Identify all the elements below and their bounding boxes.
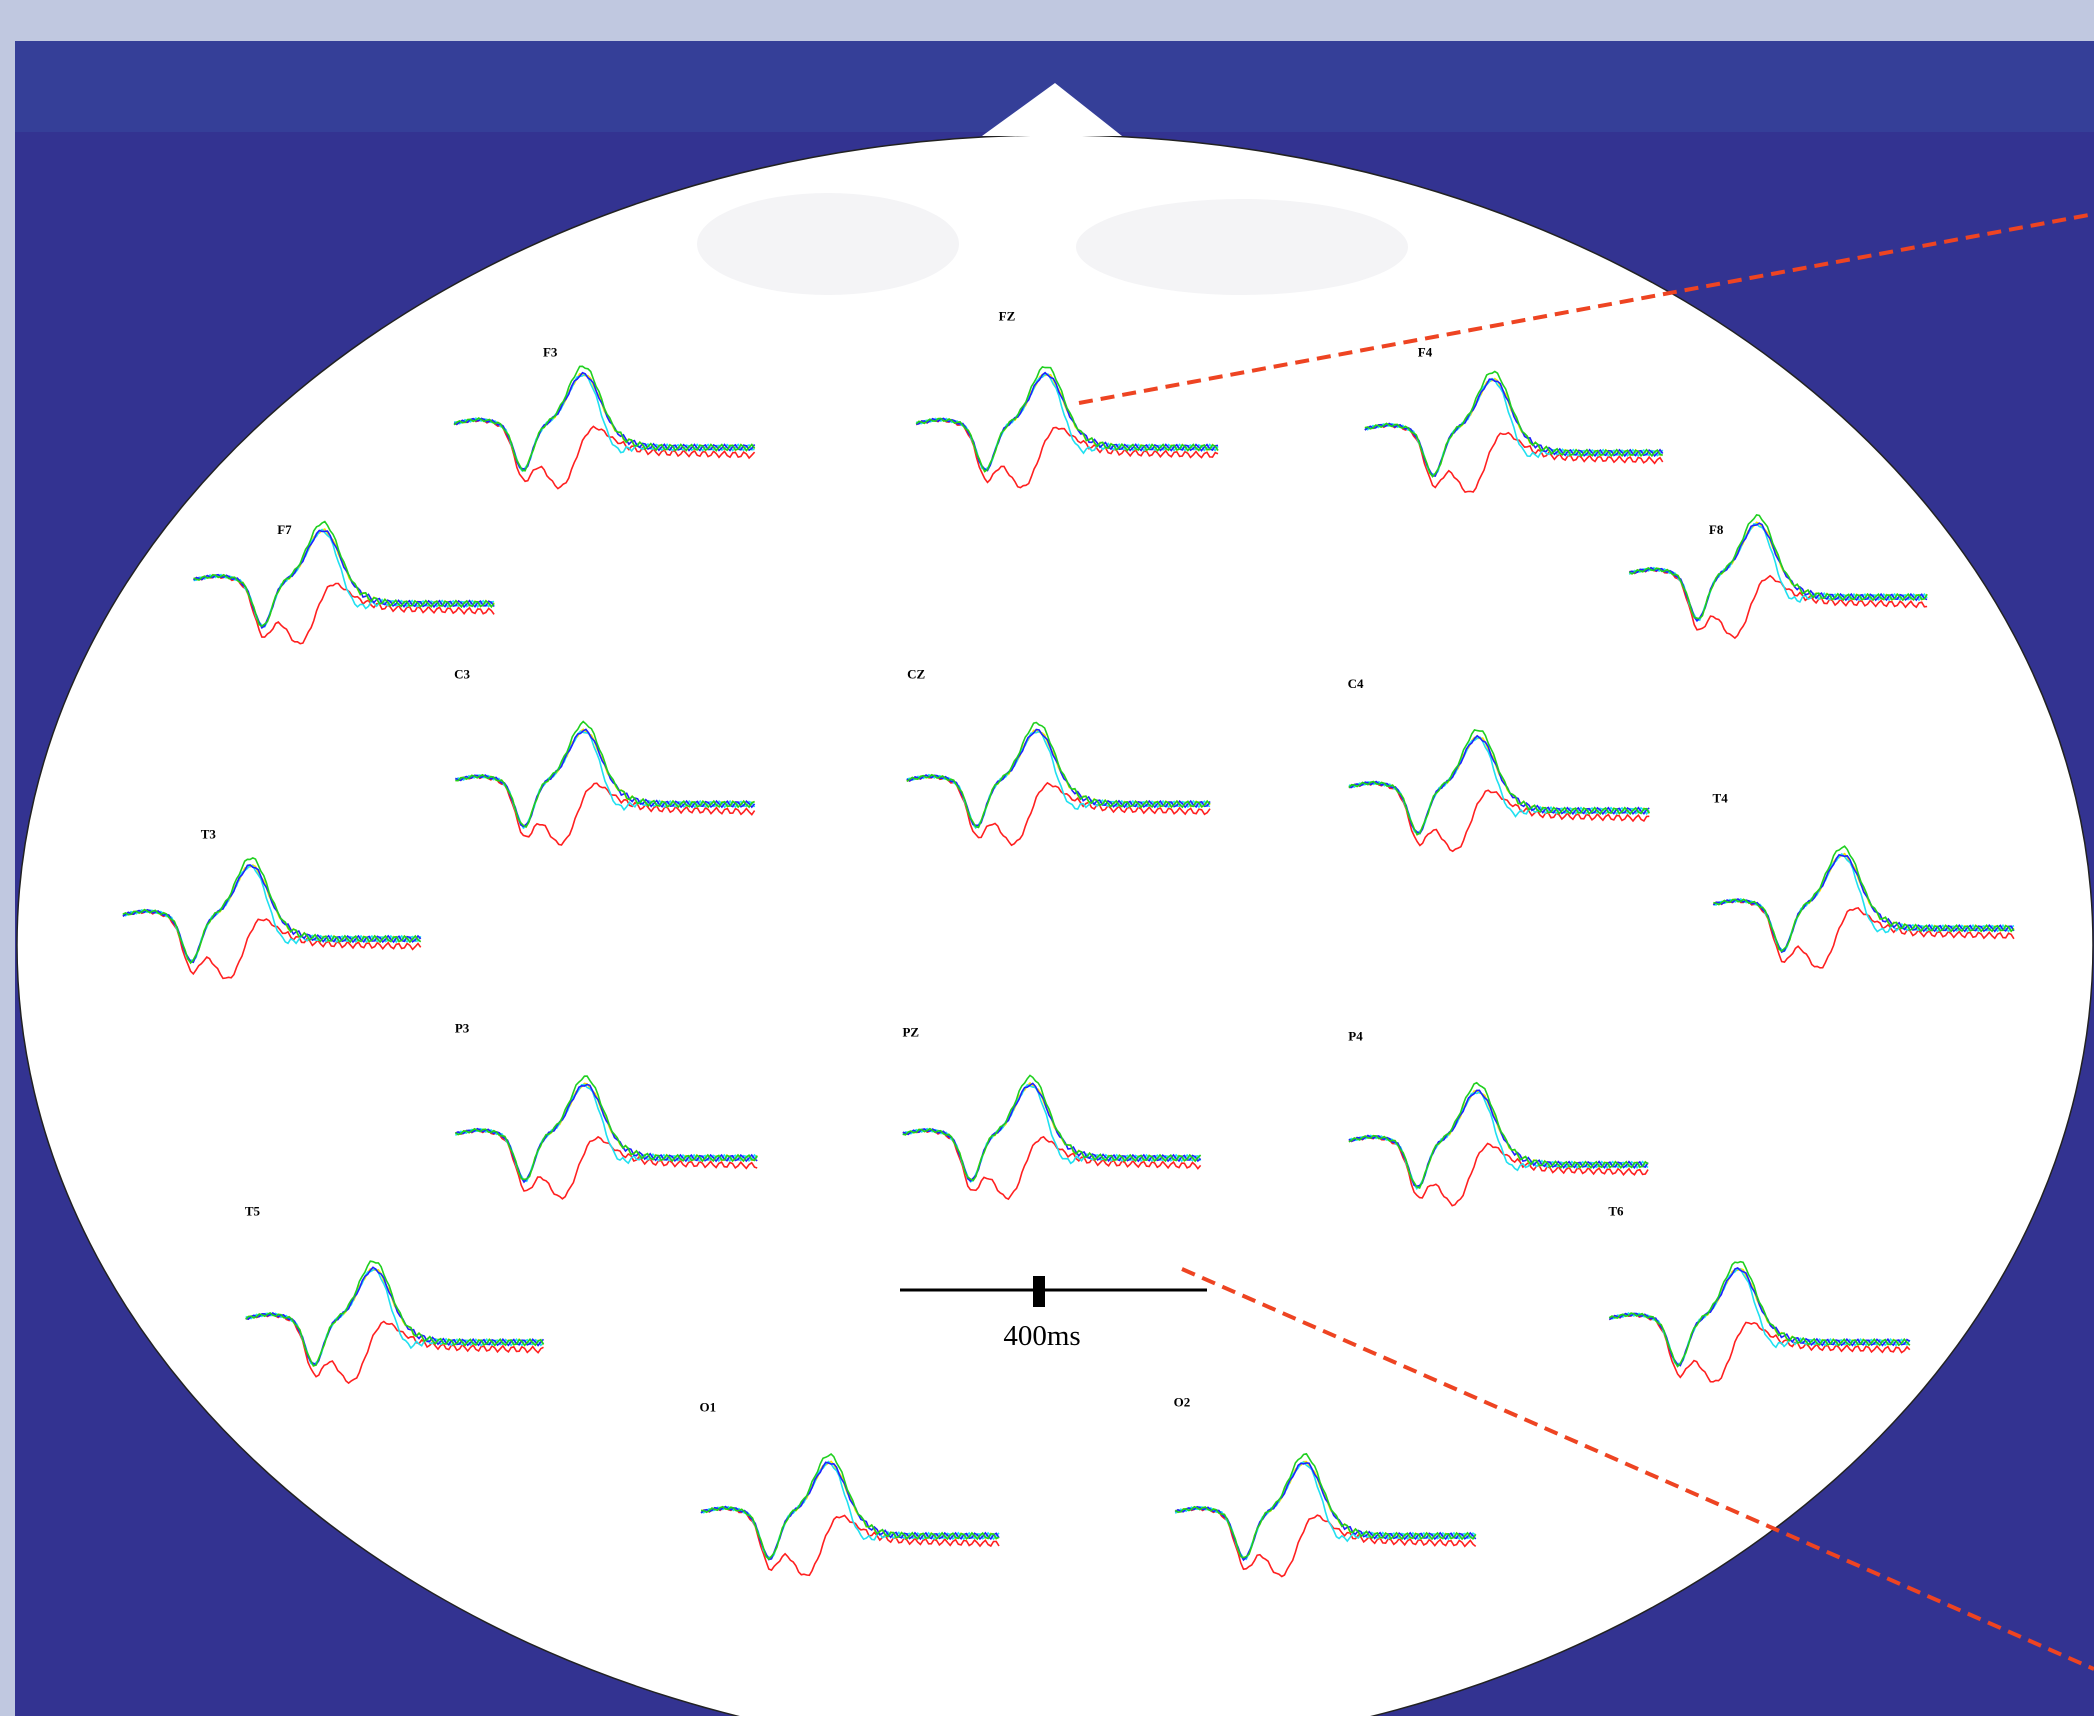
electrode-label: F3 <box>543 345 558 360</box>
electrode-label: P4 <box>1348 1028 1363 1043</box>
electrode-label: O1 <box>700 1400 717 1415</box>
eye <box>697 193 959 295</box>
electrode-label: CZ <box>907 666 925 681</box>
electrode-label: F4 <box>1418 345 1433 360</box>
electrode-label: C4 <box>1348 676 1364 691</box>
electrode-label: F7 <box>277 522 292 537</box>
electrode-label: O2 <box>1174 1394 1191 1409</box>
scale-bar-marker <box>1033 1276 1045 1307</box>
eye <box>1076 199 1408 295</box>
electrode-label: T4 <box>1713 791 1729 806</box>
electrode-label: FZ <box>999 309 1016 324</box>
electrode-label: F8 <box>1709 522 1724 537</box>
head <box>17 135 2093 1716</box>
electrode-label: C3 <box>454 666 470 681</box>
electrode-label: P3 <box>455 1020 470 1035</box>
electrode-label: T3 <box>201 827 217 842</box>
electrode-label: PZ <box>902 1024 919 1039</box>
electrode-label: T6 <box>1608 1203 1624 1218</box>
scale-bar-label: 400ms <box>1003 1320 1080 1352</box>
page: F3 FZ F4 F7 F8 C3 CZ C4 T3 T4 P3 PZ P4 T5 T6 O1 O2 400ms… <box>0 0 2094 1716</box>
electrode-label: T5 <box>245 1203 261 1218</box>
slide: F3 FZ F4 F7 F8 C3 CZ C4 T3 T4 P3 PZ P4 T5 T6 O1 O2 400ms <box>0 0 2094 1716</box>
